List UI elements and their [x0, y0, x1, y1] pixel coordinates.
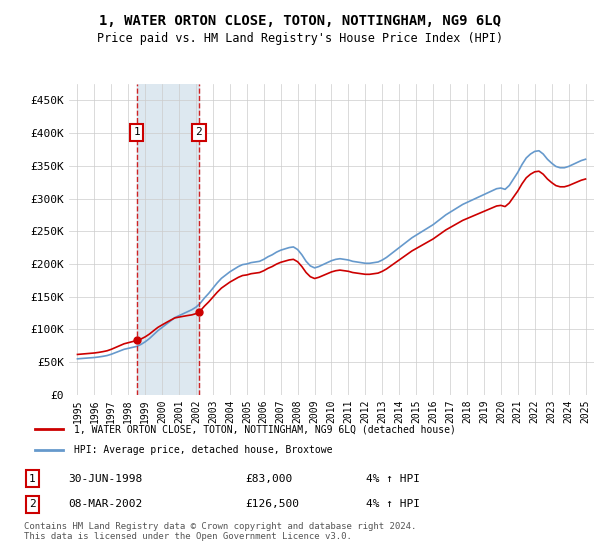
Text: 4% ↑ HPI: 4% ↑ HPI	[366, 474, 420, 483]
Text: £126,500: £126,500	[245, 500, 299, 509]
Bar	[137, 84, 199, 395]
Text: Price paid vs. HM Land Registry's House Price Index (HPI): Price paid vs. HM Land Registry's House …	[97, 32, 503, 45]
Text: 1: 1	[29, 474, 35, 483]
Text: 1: 1	[133, 127, 140, 137]
Text: HPI: Average price, detached house, Broxtowe: HPI: Average price, detached house, Brox…	[74, 445, 332, 455]
Text: Contains HM Land Registry data © Crown copyright and database right 2024.
This d: Contains HM Land Registry data © Crown c…	[24, 522, 416, 542]
Text: 1, WATER ORTON CLOSE, TOTON, NOTTINGHAM, NG9 6LQ: 1, WATER ORTON CLOSE, TOTON, NOTTINGHAM,…	[99, 14, 501, 28]
Text: 2: 2	[29, 500, 35, 509]
Text: £83,000: £83,000	[245, 474, 292, 483]
Text: 08-MAR-2002: 08-MAR-2002	[68, 500, 142, 509]
Text: 2: 2	[196, 127, 202, 137]
Text: 1, WATER ORTON CLOSE, TOTON, NOTTINGHAM, NG9 6LQ (detached house): 1, WATER ORTON CLOSE, TOTON, NOTTINGHAM,…	[74, 424, 455, 435]
Text: 30-JUN-1998: 30-JUN-1998	[68, 474, 142, 483]
Text: 4% ↑ HPI: 4% ↑ HPI	[366, 500, 420, 509]
